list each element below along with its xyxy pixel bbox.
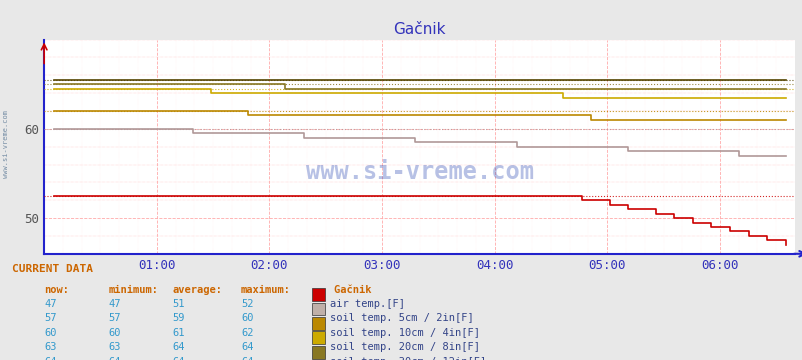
Text: 64: 64 — [172, 342, 185, 352]
Text: 64: 64 — [241, 356, 253, 360]
Text: 47: 47 — [108, 299, 121, 309]
Text: 59: 59 — [172, 314, 185, 324]
Text: Gačnik: Gačnik — [309, 285, 371, 295]
Text: 52: 52 — [241, 299, 253, 309]
Text: soil temp. 5cm / 2in[F]: soil temp. 5cm / 2in[F] — [330, 314, 473, 324]
Text: 51: 51 — [172, 299, 185, 309]
Text: air temp.[F]: air temp.[F] — [330, 299, 404, 309]
Text: maximum:: maximum: — [241, 285, 290, 295]
Text: 63: 63 — [44, 342, 57, 352]
Bar — [312, 346, 325, 359]
Text: 47: 47 — [44, 299, 57, 309]
Text: 57: 57 — [108, 314, 121, 324]
Text: 60: 60 — [241, 314, 253, 324]
Text: 57: 57 — [44, 314, 57, 324]
Text: 64: 64 — [241, 342, 253, 352]
Text: 61: 61 — [172, 328, 185, 338]
Title: Gačnik: Gačnik — [393, 22, 445, 37]
Text: CURRENT DATA: CURRENT DATA — [12, 264, 93, 274]
Bar — [312, 302, 325, 315]
Text: www.si-vreme.com: www.si-vreme.com — [306, 161, 533, 184]
Text: minimum:: minimum: — [108, 285, 158, 295]
Text: 60: 60 — [44, 328, 57, 338]
Text: 64: 64 — [172, 356, 185, 360]
Text: soil temp. 10cm / 4in[F]: soil temp. 10cm / 4in[F] — [330, 328, 480, 338]
Text: soil temp. 30cm / 12in[F]: soil temp. 30cm / 12in[F] — [330, 356, 486, 360]
Text: 60: 60 — [108, 328, 121, 338]
Text: 63: 63 — [108, 342, 121, 352]
Text: www.si-vreme.com: www.si-vreme.com — [3, 110, 10, 178]
Bar — [312, 288, 325, 301]
Text: 64: 64 — [108, 356, 121, 360]
Text: average:: average: — [172, 285, 222, 295]
Text: 64: 64 — [44, 356, 57, 360]
Text: now:: now: — [44, 285, 69, 295]
Bar — [312, 317, 325, 330]
Bar — [312, 331, 325, 344]
Text: 62: 62 — [241, 328, 253, 338]
Text: soil temp. 20cm / 8in[F]: soil temp. 20cm / 8in[F] — [330, 342, 480, 352]
